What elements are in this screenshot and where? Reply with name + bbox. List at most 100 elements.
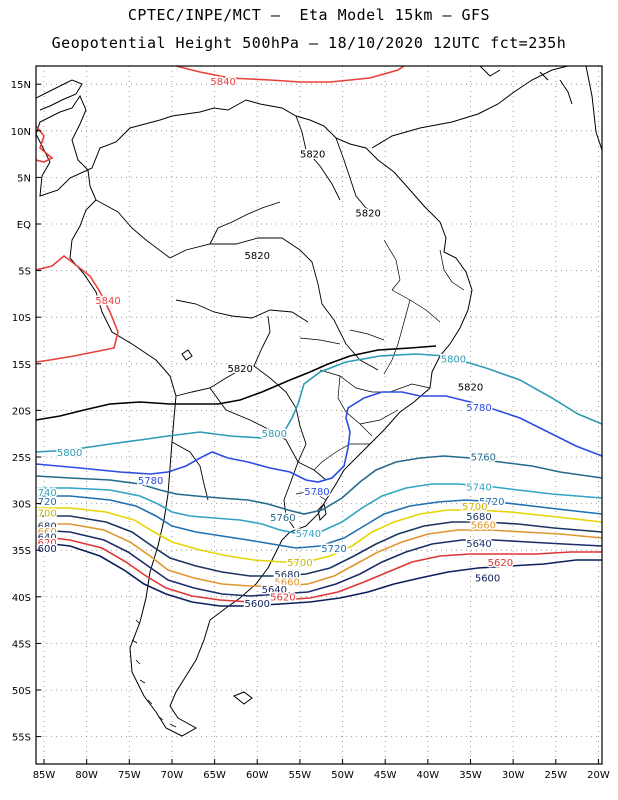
contour-line-5840	[36, 125, 54, 163]
lon-tick-label: 20W	[587, 770, 610, 781]
state-borders	[295, 239, 465, 501]
contour-label-5840: 5840	[95, 296, 120, 307]
contour-line-5780	[36, 391, 602, 483]
lake-titicaca	[181, 349, 193, 361]
contour-label-5760: 5760	[270, 513, 295, 524]
coastline-and-borders	[36, 66, 602, 737]
contour-label-5700: 5700	[31, 508, 56, 519]
contour-label-5660: 5660	[274, 577, 299, 588]
lat-tick-label: 35S	[12, 546, 31, 557]
contour-label-5620: 5620	[270, 592, 295, 603]
contour-label-5680: 5680	[466, 512, 491, 523]
contour-label-5800: 5800	[441, 355, 466, 366]
lon-tick-label: 65W	[203, 770, 226, 781]
africa-coast-outline	[371, 66, 602, 151]
contour-label-5680: 5680	[31, 521, 56, 532]
contour-label-5700: 5700	[287, 558, 312, 569]
central-america-outline	[36, 79, 83, 111]
contour-line-5620	[36, 535, 602, 603]
contour-label-5620: 5620	[488, 558, 513, 569]
map-title: CPTEC/INPE/MCT – Eta Model 15km – GFS	[127, 6, 491, 24]
south-america-outline	[36, 94, 473, 737]
lon-tick-label: 40W	[417, 770, 440, 781]
lat-tick-label: 5N	[17, 173, 31, 184]
contour-line-5840	[175, 66, 405, 83]
contour-label-5620: 5620	[31, 538, 56, 549]
lat-tick-label: 10N	[11, 127, 31, 138]
contour-label-5740: 5740	[31, 488, 56, 499]
lon-tick-label: 85W	[33, 770, 56, 781]
contour-label-5600: 5600	[475, 574, 500, 585]
falkland-islands	[233, 691, 253, 705]
lat-tick-label: 45S	[12, 639, 31, 650]
lat-tick-label: 25S	[12, 453, 31, 464]
contour-labels: 5840 5840 5820 5820 5820 5820 5820 5800 5800 5800…	[31, 75, 515, 611]
lon-tick-label: 50W	[331, 770, 354, 781]
lon-tick-label: 45W	[374, 770, 397, 781]
contour-label-5780: 5780	[138, 476, 163, 487]
lat-tick-label: 20S	[12, 406, 31, 417]
lon-tick-label: 55W	[289, 770, 312, 781]
contour-line-5600	[36, 541, 602, 607]
contour-label-5800: 5800	[57, 448, 82, 459]
contour-label-5820: 5820	[227, 364, 252, 375]
contour-label-5720: 5720	[31, 497, 56, 508]
lagoa-dos-patos	[317, 502, 327, 522]
contour-label-5600: 5600	[31, 544, 56, 555]
lon-tick-label: 60W	[246, 770, 269, 781]
contour-label-5720: 5720	[321, 544, 346, 555]
contour-label-5740: 5740	[466, 482, 491, 493]
dotted-graticule	[36, 66, 602, 764]
lat-tick-label: 15N	[11, 80, 31, 91]
contour-line-5720	[36, 495, 602, 549]
lat-tick-label: 15S	[12, 360, 31, 371]
contour-label-5700: 5700	[462, 502, 487, 513]
contour-label-5640: 5640	[466, 539, 491, 550]
contour-line-5700	[36, 507, 602, 563]
contour-line-5840	[36, 254, 119, 363]
lon-tick-label: 70W	[161, 770, 184, 781]
contour-label-5660: 5660	[31, 527, 56, 538]
contour-label-5780: 5780	[466, 403, 491, 414]
chilean-archipelago	[131, 619, 177, 728]
contour-line-5760	[36, 455, 602, 515]
map-frame	[35, 65, 603, 765]
caribbean-islands	[479, 66, 573, 105]
contour-label-5780: 5780	[304, 487, 329, 498]
contour-label-5660: 5660	[471, 521, 496, 532]
lat-tick-label: EQ	[17, 220, 31, 231]
lat-tick-label: 40S	[12, 593, 31, 604]
lat-tick-label: 50S	[12, 686, 31, 697]
lat-tick-label: 55S	[12, 733, 31, 744]
contour-line-5820	[36, 345, 437, 421]
map-subtitle: Geopotential Height 500hPa – 18/10/2020 …	[51, 34, 567, 52]
contour-label-5680: 5680	[274, 570, 299, 581]
contour-label-5760: 5760	[471, 453, 496, 464]
contour-line-5680	[36, 515, 602, 577]
contour-label-5640: 5640	[31, 533, 56, 544]
contour-label-5720: 5720	[479, 497, 504, 508]
country-borders	[95, 115, 381, 529]
contour-line-5640	[36, 529, 602, 597]
contour-line-5660	[36, 523, 602, 587]
lon-tick-label: 25W	[544, 770, 567, 781]
contour-label-5820: 5820	[458, 383, 483, 394]
lat-tick-label: 5S	[18, 267, 31, 278]
contour-label-5820: 5820	[355, 208, 380, 219]
contour-label-5820: 5820	[245, 251, 270, 262]
contour-line-5740	[36, 483, 602, 535]
contour-label-5820: 5820	[300, 150, 325, 161]
geopotential-contours	[36, 66, 602, 607]
lat-tick-label: 30S	[12, 500, 31, 511]
contour-label-5840: 5840	[210, 77, 235, 88]
lat-tick-label: 10S	[12, 313, 31, 324]
axis-ticks: 15N 10N 5N EQ 5S 10S 15S 20S 25S 30S 35S 40S 45S 50S 5…	[11, 80, 610, 781]
contour-label-5800: 5800	[262, 429, 287, 440]
lon-tick-label: 30W	[502, 770, 525, 781]
contour-label-5740: 5740	[296, 529, 321, 540]
lon-tick-label: 80W	[75, 770, 98, 781]
contour-label-5600: 5600	[245, 599, 270, 610]
contour-label-5640: 5640	[262, 585, 287, 596]
contour-line-5800	[36, 353, 602, 453]
lon-tick-label: 75W	[118, 770, 141, 781]
